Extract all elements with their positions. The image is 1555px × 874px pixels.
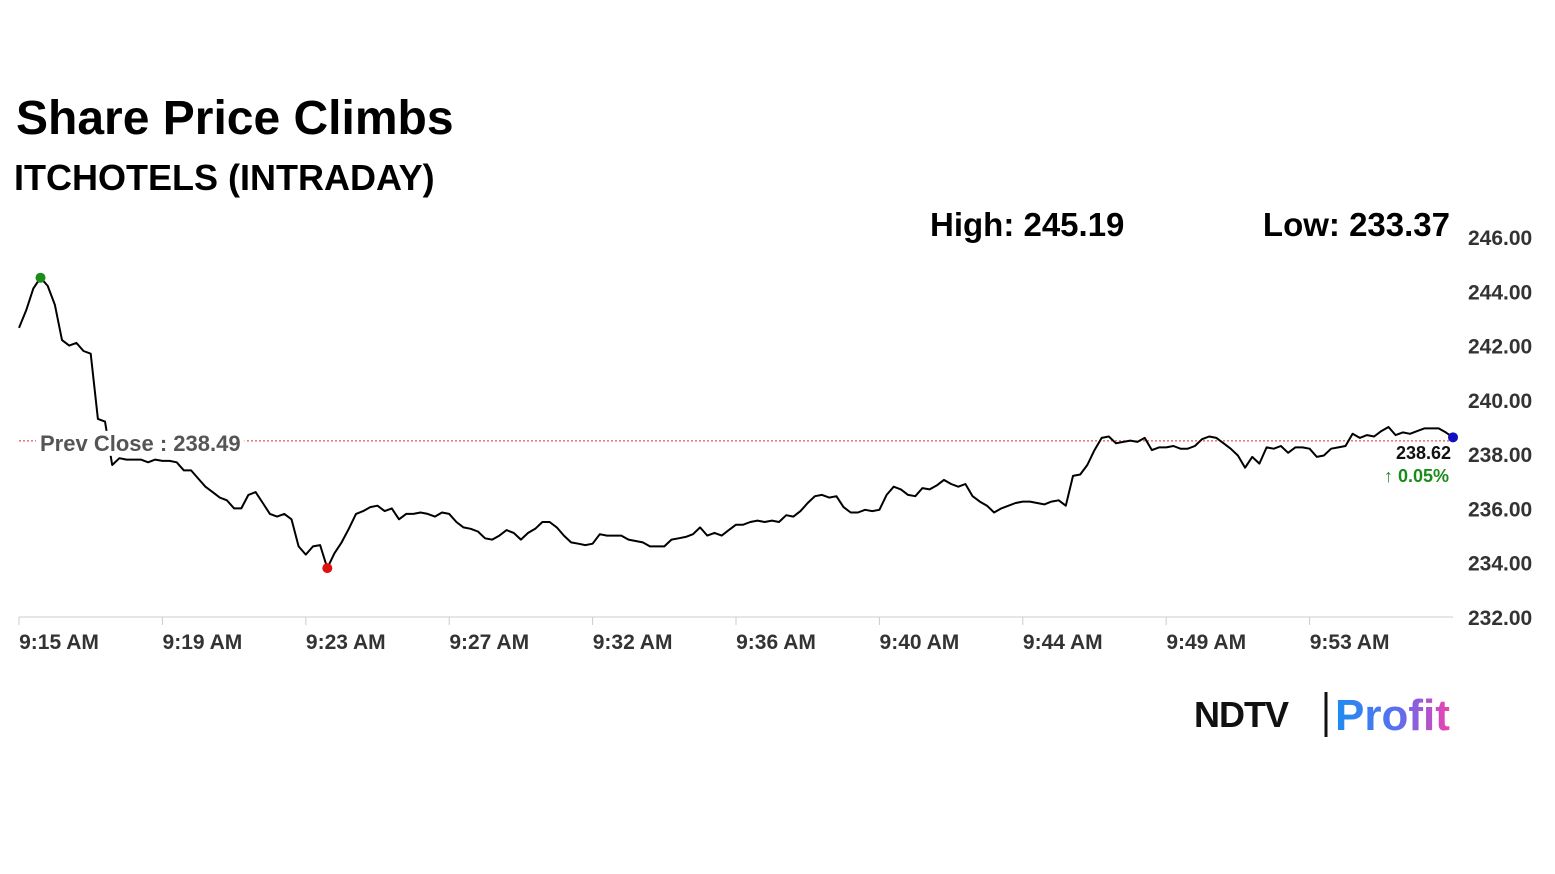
y-tick-label: 232.00 (1468, 607, 1532, 630)
y-tick-label: 246.00 (1468, 227, 1532, 250)
last-marker (1448, 432, 1458, 443)
y-tick-label: 244.00 (1468, 281, 1532, 304)
chart-subtitle: ITCHOTELS (INTRADAY) (14, 157, 435, 198)
prev-close-label-bg (36, 430, 245, 456)
y-tick-label: 238.00 (1468, 444, 1532, 467)
y-tick-label: 240.00 (1468, 390, 1532, 413)
x-tick-label: 9:49 AM (1166, 631, 1246, 654)
logo-product: Profit (1335, 691, 1450, 740)
x-tick-label: 9:53 AM (1310, 631, 1390, 654)
x-tick-label: 9:40 AM (880, 631, 960, 654)
x-tick-label: 9:32 AM (593, 631, 673, 654)
high-label: High: 245.19 (930, 206, 1124, 243)
change-label: ↑ 0.05% (1384, 466, 1449, 486)
y-tick-label: 236.00 (1468, 498, 1532, 521)
x-tick-label: 9:36 AM (736, 631, 816, 654)
x-tick-label: 9:27 AM (449, 631, 529, 654)
logo: NDTV Profit (1194, 691, 1450, 740)
high-marker (35, 272, 46, 283)
chart-title: Share Price Climbs (16, 92, 454, 145)
low-label: Low: 233.37 (1263, 206, 1450, 243)
x-tick-label: 9:15 AM (19, 631, 99, 654)
price-line (18, 276, 1454, 570)
last-price-label: 238.62 (1396, 443, 1451, 463)
x-tick-label: 9:44 AM (1023, 631, 1103, 654)
x-tick-label: 9:19 AM (163, 631, 243, 654)
low-marker (322, 563, 333, 574)
y-tick-label: 234.00 (1468, 553, 1532, 576)
y-tick-label: 242.00 (1468, 336, 1532, 359)
x-tick-label: 9:23 AM (306, 631, 386, 654)
prev-close-label: Prev Close : 238.49 (40, 431, 241, 456)
logo-name: NDTV (1194, 694, 1289, 735)
